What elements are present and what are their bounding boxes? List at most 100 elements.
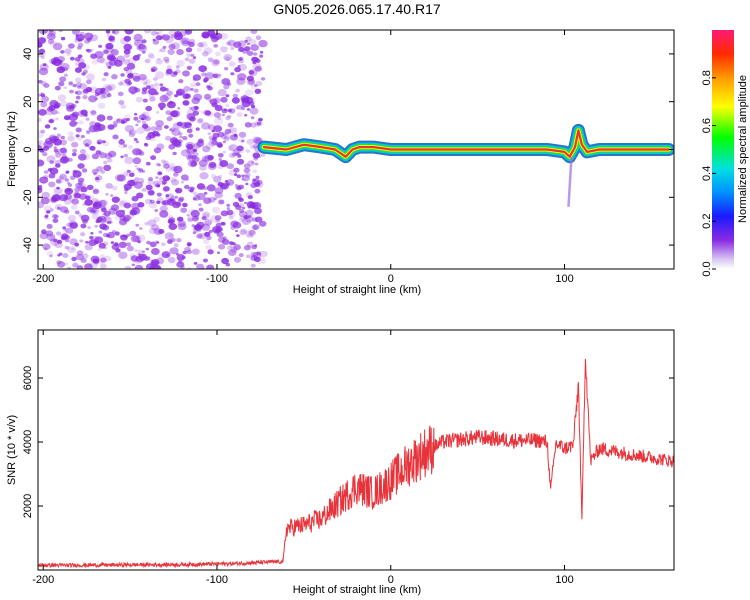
spectrogram-noise-blob xyxy=(96,114,106,122)
spectrogram-noise-blob xyxy=(192,231,197,235)
spectrogram-noise-blob xyxy=(158,229,165,234)
spectrogram-noise-blob xyxy=(134,112,138,116)
spectrogram-noise-blob xyxy=(254,216,263,223)
spectrogram-noise-blob xyxy=(161,181,166,185)
spectrogram-noise-blob xyxy=(155,183,161,188)
spectrogram-noise-blob xyxy=(136,192,144,199)
spectrogram-noise-blob xyxy=(59,76,67,82)
spectrogram-noise-blob xyxy=(40,129,46,134)
spectrogram-noise-blob xyxy=(207,132,211,135)
spectrogram-noise-blob xyxy=(244,172,251,178)
spectrogram-noise-blob xyxy=(91,58,99,65)
spectrogram-noise-blob xyxy=(45,217,50,221)
spectrogram-noise-blob xyxy=(197,118,204,123)
spectrogram-noise-blob xyxy=(155,162,160,166)
spectrogram-noise-blob xyxy=(254,188,261,194)
spectrogram-noise-blob xyxy=(250,251,258,258)
spectrogram-noise-blob xyxy=(85,48,90,52)
spectrogram-noise-blob xyxy=(41,229,47,234)
spectrogram-noise-blob xyxy=(189,38,196,44)
spectrogram-noise-blob xyxy=(258,39,268,48)
spectrogram-noise-blob xyxy=(186,154,193,160)
spectrogram-noise-blob xyxy=(119,138,124,142)
spectrogram-noise-blob xyxy=(103,164,112,172)
spectrogram-noise-blob xyxy=(195,127,200,131)
spectrogram-noise-blob xyxy=(182,202,188,208)
spectrogram-noise-blob xyxy=(100,257,107,263)
spectrogram-noise-blob xyxy=(63,197,67,201)
spectrogram-noise-blob xyxy=(155,120,164,127)
spectrogram-noise-blob xyxy=(71,256,77,262)
spectrogram-noise-blob xyxy=(149,96,156,102)
spectrogram-noise-blob xyxy=(224,67,229,71)
spectrogram-noise-blob xyxy=(198,203,202,206)
spectrogram-noise-blob xyxy=(218,244,226,250)
spectrogram-noise-blob xyxy=(46,233,56,241)
spectrogram-noise-blob xyxy=(74,67,82,73)
spectrogram-noise-blob xyxy=(62,67,69,72)
spectrogram-noise-blob xyxy=(69,175,76,180)
spectrogram-noise-blob xyxy=(38,93,41,97)
spectrogram-noise-blob xyxy=(245,89,254,96)
spectrogram-noise-blob xyxy=(84,143,90,147)
spectrogram-noise-blob xyxy=(72,262,79,268)
spectrogram-noise-blob xyxy=(208,161,217,168)
spectrogram-noise-blob xyxy=(59,194,68,202)
spectrogram-noise-blob xyxy=(192,156,200,163)
spectrogram-noise-blob xyxy=(111,185,118,191)
spectrogram-noise-blob xyxy=(226,163,234,170)
spectrogram-noise-blob xyxy=(250,104,256,109)
spectrogram-noise-blob xyxy=(147,219,157,227)
spectrogram-noise-blob xyxy=(123,43,133,51)
spectrogram-noise-blob xyxy=(185,141,195,150)
spectrogram-noise-blob xyxy=(50,235,55,240)
spectrogram-noise-blob xyxy=(141,90,147,95)
spectrogram-noise-blob xyxy=(221,222,226,226)
spectrogram-noise-blob xyxy=(175,69,181,74)
spectrogram-noise-blob xyxy=(67,183,73,187)
spectrogram-noise-blob xyxy=(92,210,96,213)
spectrogram-noise-blob xyxy=(230,47,235,51)
spectrogram-noise-blob xyxy=(90,110,98,117)
spectrogram-noise-blob xyxy=(55,179,62,184)
colorbar: 0.0 0.2 0.4 0.6 0.8 Normalized spectral ampl… xyxy=(701,30,749,277)
spectrogram-noise-blob xyxy=(246,75,254,82)
spectrogram-noise-blob xyxy=(145,161,151,166)
spectrogram-noise-blob xyxy=(239,229,247,236)
spectrogram-noise-blob xyxy=(56,186,60,190)
spectrogram-noise-blob xyxy=(203,79,208,83)
spectrogram-noise-blob xyxy=(128,145,133,150)
spectrogram-noise-blob xyxy=(71,141,79,148)
spectrogram-noise-blob xyxy=(43,175,49,179)
spectrogram-noise-blob xyxy=(173,172,179,177)
spectrogram-noise-blob xyxy=(38,159,45,167)
spectrogram-noise-blob xyxy=(150,224,160,231)
spectrogram-noise-blob xyxy=(159,176,167,183)
spectrogram-noise-blob xyxy=(156,32,160,35)
spectrogram-noise-blob xyxy=(228,146,234,151)
spectrogram-noise-blob xyxy=(242,49,248,54)
spectrogram-noise-blob xyxy=(78,193,88,200)
spectrogram-noise-blob xyxy=(130,235,140,243)
spectrogram-noise-blob xyxy=(247,160,255,167)
spectrogram-noise-blob xyxy=(229,44,236,50)
spectrogram-noise-blob xyxy=(110,194,114,197)
spectrogram-noise-blob xyxy=(158,102,166,109)
spectrogram-noise-blob xyxy=(155,58,163,65)
spectrogram-noise-blob xyxy=(169,247,179,255)
spectrogram-noise-blob xyxy=(234,183,238,187)
spectrogram-noise-blob xyxy=(93,172,97,176)
spectrogram-noise-blob xyxy=(215,51,221,57)
spectrogram-noise-blob xyxy=(176,49,184,56)
spectrogram-noise-blob xyxy=(171,139,181,147)
spectrogram-noise-blob xyxy=(62,253,69,258)
spectrogram-noise-blob xyxy=(261,153,266,157)
spectrogram-noise-blob xyxy=(213,197,217,200)
spectrogram-noise-blob xyxy=(176,261,185,268)
spectrogram-noise-blob xyxy=(228,61,236,67)
spectrogram-noise-blob xyxy=(196,233,203,239)
spectrogram-noise-blob xyxy=(238,47,245,52)
spectrogram-noise-blob xyxy=(75,95,81,100)
spectrogram-noise-blob xyxy=(186,249,193,255)
spectrogram-noise-blob xyxy=(149,199,155,204)
